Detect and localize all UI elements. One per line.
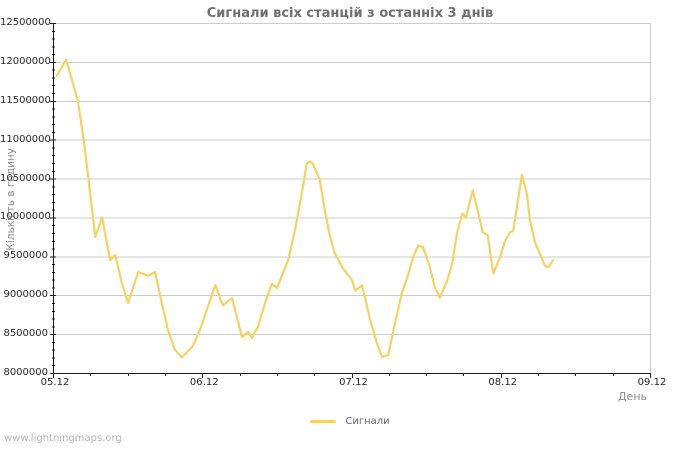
y-tick-label: 11000000 [0,133,51,145]
y-tick-label: 12000000 [0,55,51,67]
x-tick-label: 09.12 [637,377,667,388]
y-tick-label: 10500000 [0,172,51,184]
legend-label: Сигнали [345,416,390,427]
legend: Сигнали [0,416,700,427]
x-tick-label: 07.12 [339,377,368,388]
x-tick-label: 05.12 [40,377,70,388]
y-tick-label: 10000000 [0,211,51,223]
legend-line-swatch [310,420,337,423]
y-tick-label: 12500000 [0,17,51,28]
y-tick-label: 11500000 [0,94,51,106]
y-tick-label: 8000000 [3,367,48,378]
signals-line-series [55,58,555,359]
watermark-link[interactable]: www.lightningmaps.org [4,433,122,444]
y-axis-title: Кількість в годину [5,148,17,251]
x-tick-label: 06.12 [189,377,219,388]
y-tick-label: 9500000 [3,250,48,262]
x-tick-label: 08.12 [488,377,518,388]
x-axis-title: День [617,390,647,403]
y-tick-label: 8500000 [3,328,48,340]
y-tick-label: 9000000 [3,289,48,301]
chart-title: Сигнали всіх станцій з останніх 3 днів [206,6,494,21]
